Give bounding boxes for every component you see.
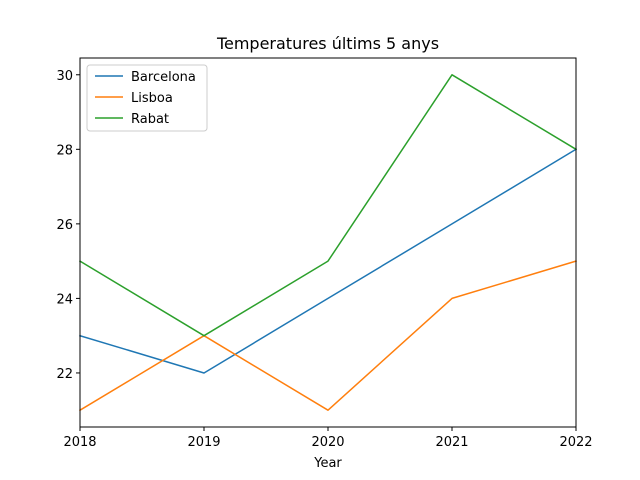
y-tick-label: 28: [56, 143, 73, 158]
x-tick-label: 2022: [559, 435, 592, 450]
y-tick-label: 30: [56, 69, 73, 84]
series-line-rabat: [78, 74, 578, 337]
x-tick-label: 2019: [187, 435, 220, 450]
x-tick-label: 2018: [63, 435, 96, 450]
x-tick-label: 2020: [311, 435, 344, 450]
x-axis: 2018 2019 2020 2021 2022: [63, 427, 593, 450]
chart-title: Temperatures últims 5 anys: [216, 34, 439, 53]
y-tick-label: 24: [56, 292, 73, 307]
y-tick-label: 26: [56, 218, 73, 233]
legend-label-barcelona: Barcelona: [131, 70, 196, 85]
legend-label-lisboa: Lisboa: [131, 91, 173, 106]
legend-box: [86, 64, 208, 132]
series-layer: [78, 74, 578, 412]
legend-label-rabat: Rabat: [131, 112, 169, 127]
x-axis-label: Year: [313, 456, 342, 471]
x-tick-label: 2021: [435, 435, 468, 450]
y-tick-label: 22: [56, 367, 73, 382]
y-axis: 22 24 26 28 30: [56, 69, 80, 382]
series-line-lisboa: [78, 260, 577, 412]
legend: Barcelona Lisboa Rabat: [86, 64, 208, 132]
